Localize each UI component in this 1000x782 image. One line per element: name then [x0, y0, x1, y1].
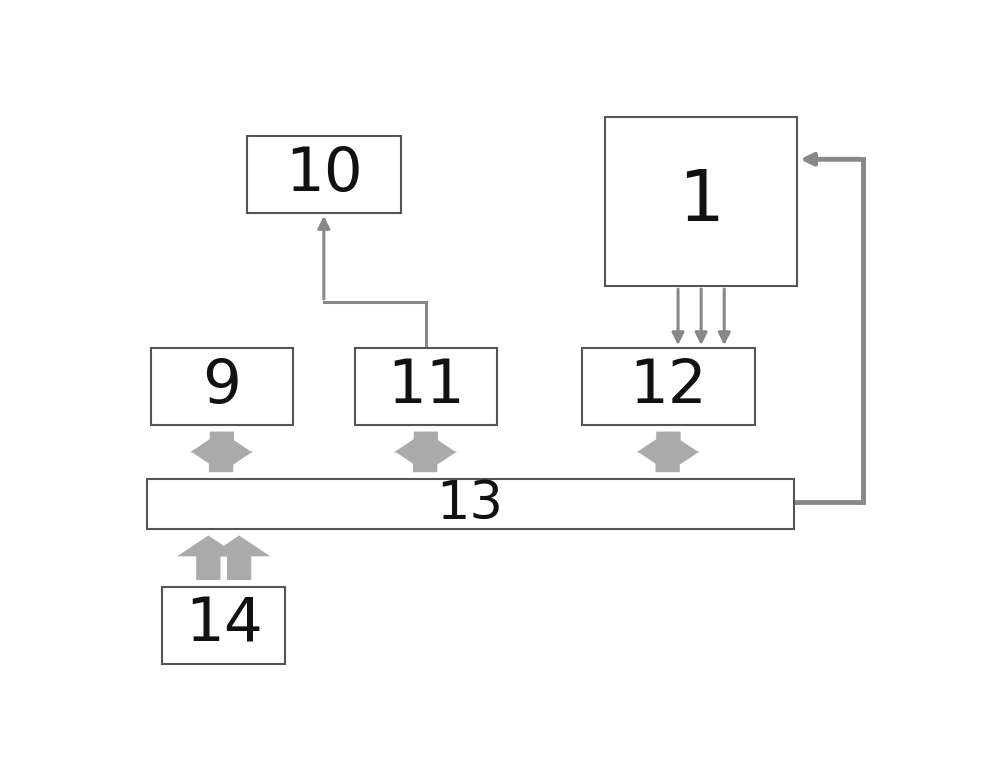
Text: 9: 9 — [202, 357, 241, 416]
Text: 13: 13 — [437, 478, 504, 530]
Bar — [582, 348, 755, 425]
Text: 10: 10 — [285, 145, 363, 204]
Text: 11: 11 — [387, 357, 465, 416]
Bar — [151, 348, 293, 425]
Bar — [355, 348, 497, 425]
Text: 14: 14 — [185, 596, 263, 655]
Bar — [147, 479, 794, 529]
Bar — [162, 586, 285, 664]
Text: 12: 12 — [630, 357, 707, 416]
Bar — [247, 136, 401, 213]
Bar — [605, 117, 797, 286]
Text: 1: 1 — [678, 167, 724, 236]
